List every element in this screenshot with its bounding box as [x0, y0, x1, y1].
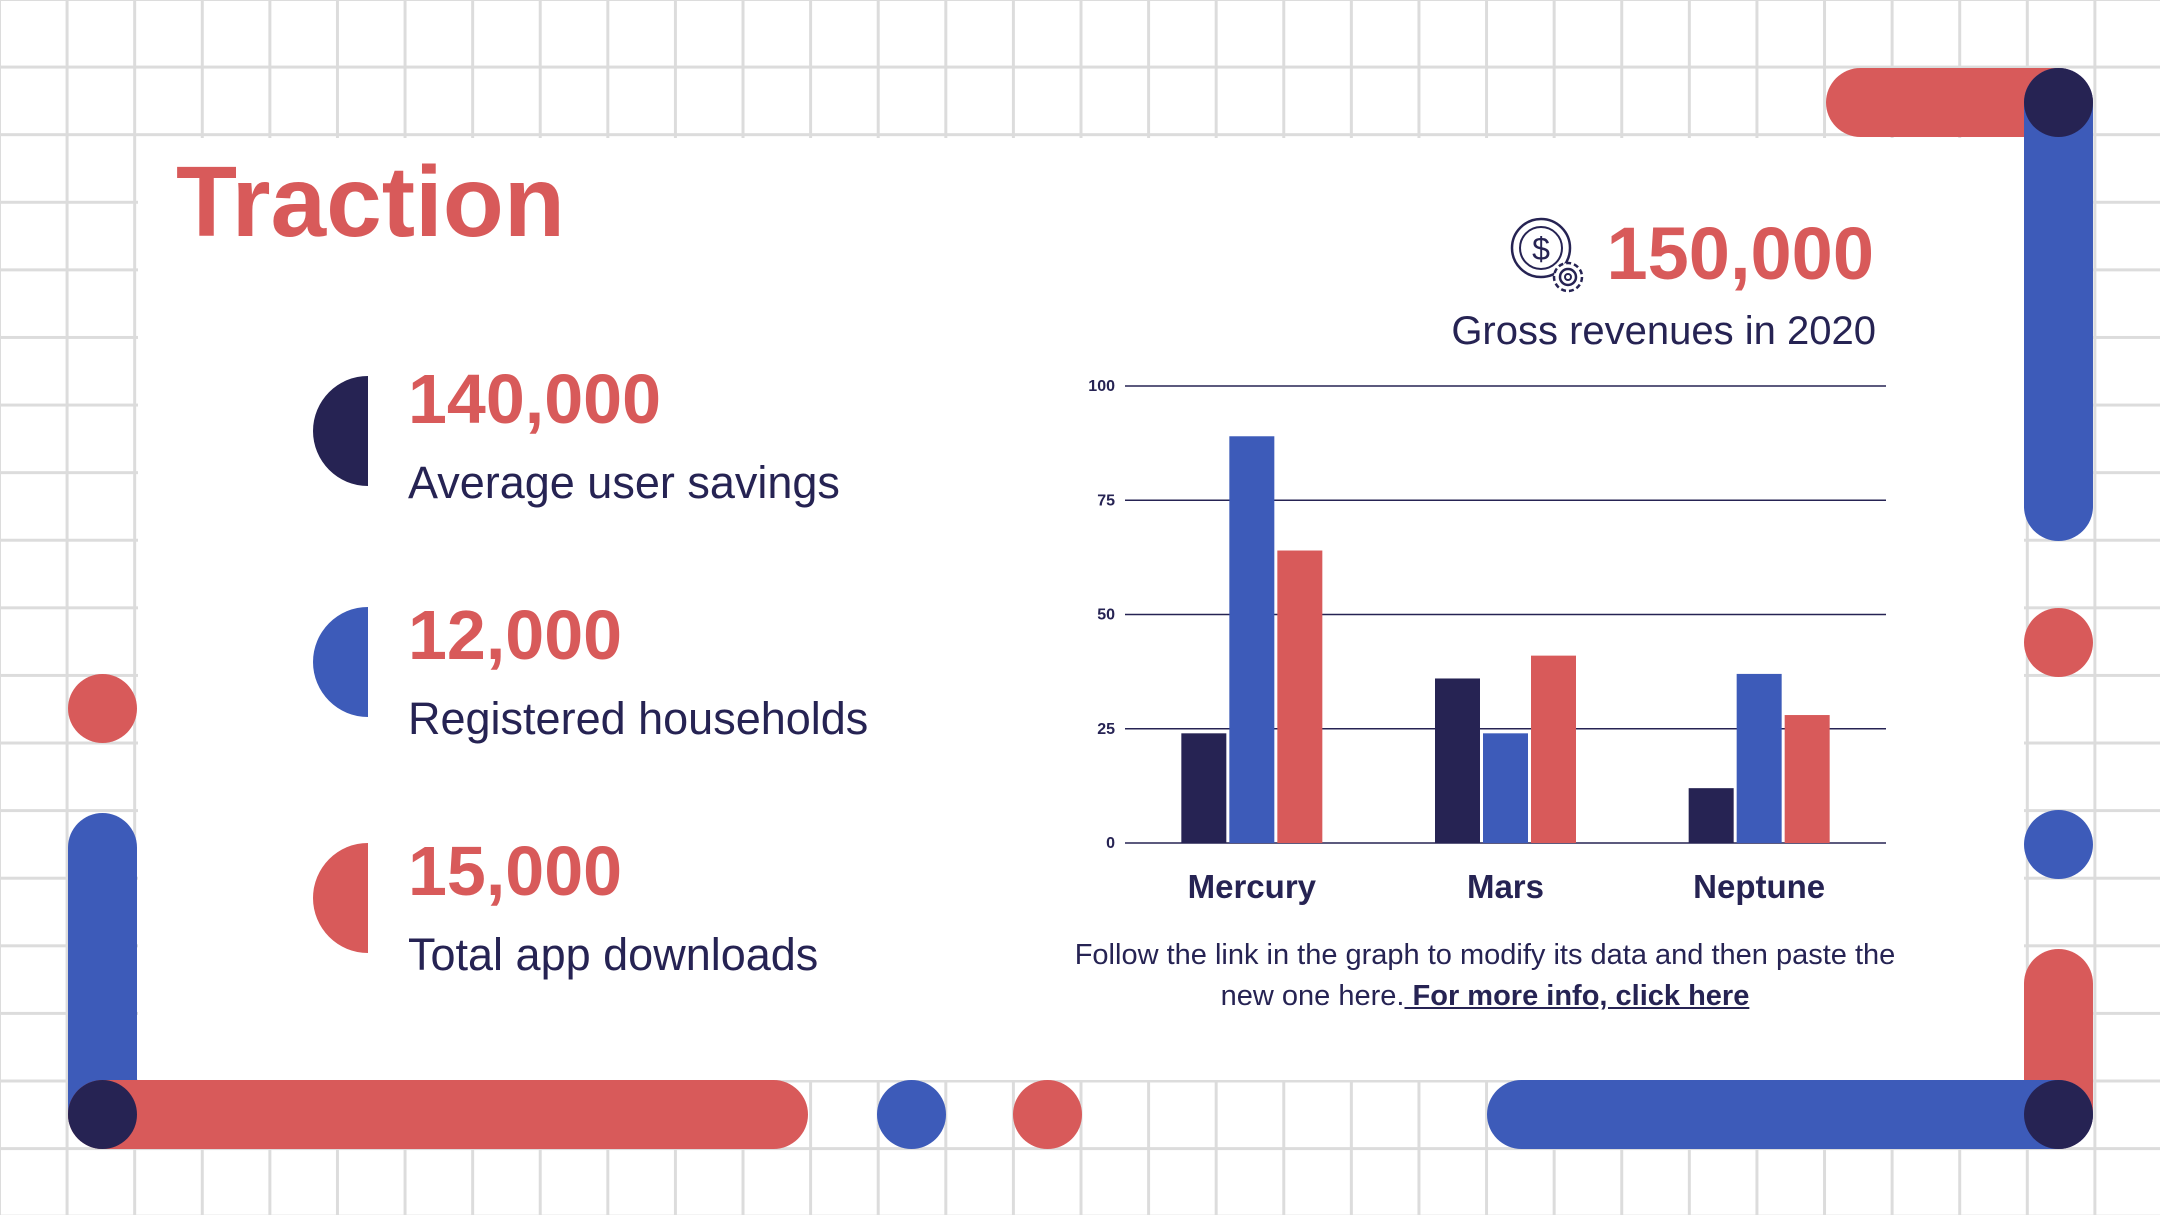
slide-title: Traction	[176, 146, 565, 258]
bar	[1277, 550, 1323, 843]
y-tick-label: 50	[1097, 607, 1115, 624]
decor-dot-top-right-navy	[2024, 68, 2093, 137]
more-info-link[interactable]: For more info, click here	[1404, 980, 1750, 1012]
y-tick-label: 75	[1097, 492, 1115, 509]
decor-dot-bottom-right-navy	[2024, 1080, 2093, 1149]
content-panel	[138, 138, 2024, 1080]
stat-label-savings: Average user savings	[408, 457, 840, 508]
decor-dot-bottom-red	[1013, 1080, 1082, 1149]
decor-dot-left-red	[68, 674, 137, 743]
stat-value-households: 12,000	[408, 596, 623, 674]
x-tick-label: Neptune	[1693, 868, 1825, 905]
svg-text:$: $	[1532, 231, 1550, 267]
bar	[1736, 673, 1782, 843]
decor-dot-right-blue	[2024, 810, 2093, 879]
revenue-label: Gross revenues in 2020	[1451, 309, 1876, 353]
bar	[1483, 733, 1528, 843]
stat-value-downloads: 15,000	[408, 832, 623, 910]
chart-note-text: Follow the link in the graph to modify i…	[1074, 939, 1896, 1012]
decor-dot-bottom-blue	[877, 1080, 946, 1149]
decor-pill-bottom-right-blue	[1487, 1080, 2093, 1149]
stat-label-downloads: Total app downloads	[408, 929, 819, 980]
revenue-value: 150,000	[1606, 212, 1875, 295]
decor-pill-bottom-left-red	[68, 1080, 808, 1149]
bar	[1784, 715, 1830, 843]
dollar-gear-icon: $	[1510, 217, 1584, 293]
bar	[1181, 733, 1227, 843]
decor-dot-bottom-left-navy	[68, 1080, 137, 1149]
decor-pill-right-blue	[2024, 68, 2093, 541]
x-tick-label: Mars	[1467, 868, 1544, 905]
stat-value-savings: 140,000	[408, 360, 662, 438]
stat-label-households: Registered households	[408, 693, 869, 744]
bar	[1688, 788, 1734, 843]
bar	[1229, 436, 1275, 843]
bar	[1435, 678, 1480, 843]
decor-dot-right-red	[2024, 608, 2093, 677]
chart-note: Follow the link in the graph to modify i…	[1070, 935, 1900, 1017]
x-tick-label: Mercury	[1188, 868, 1317, 905]
bar-chart: 0 25 50 75 100 Mercury Mars Neptune	[1088, 378, 1886, 905]
y-tick-label: 0	[1106, 835, 1115, 852]
bar	[1531, 655, 1576, 843]
y-tick-label: 25	[1097, 721, 1115, 738]
y-tick-label: 100	[1088, 378, 1115, 395]
